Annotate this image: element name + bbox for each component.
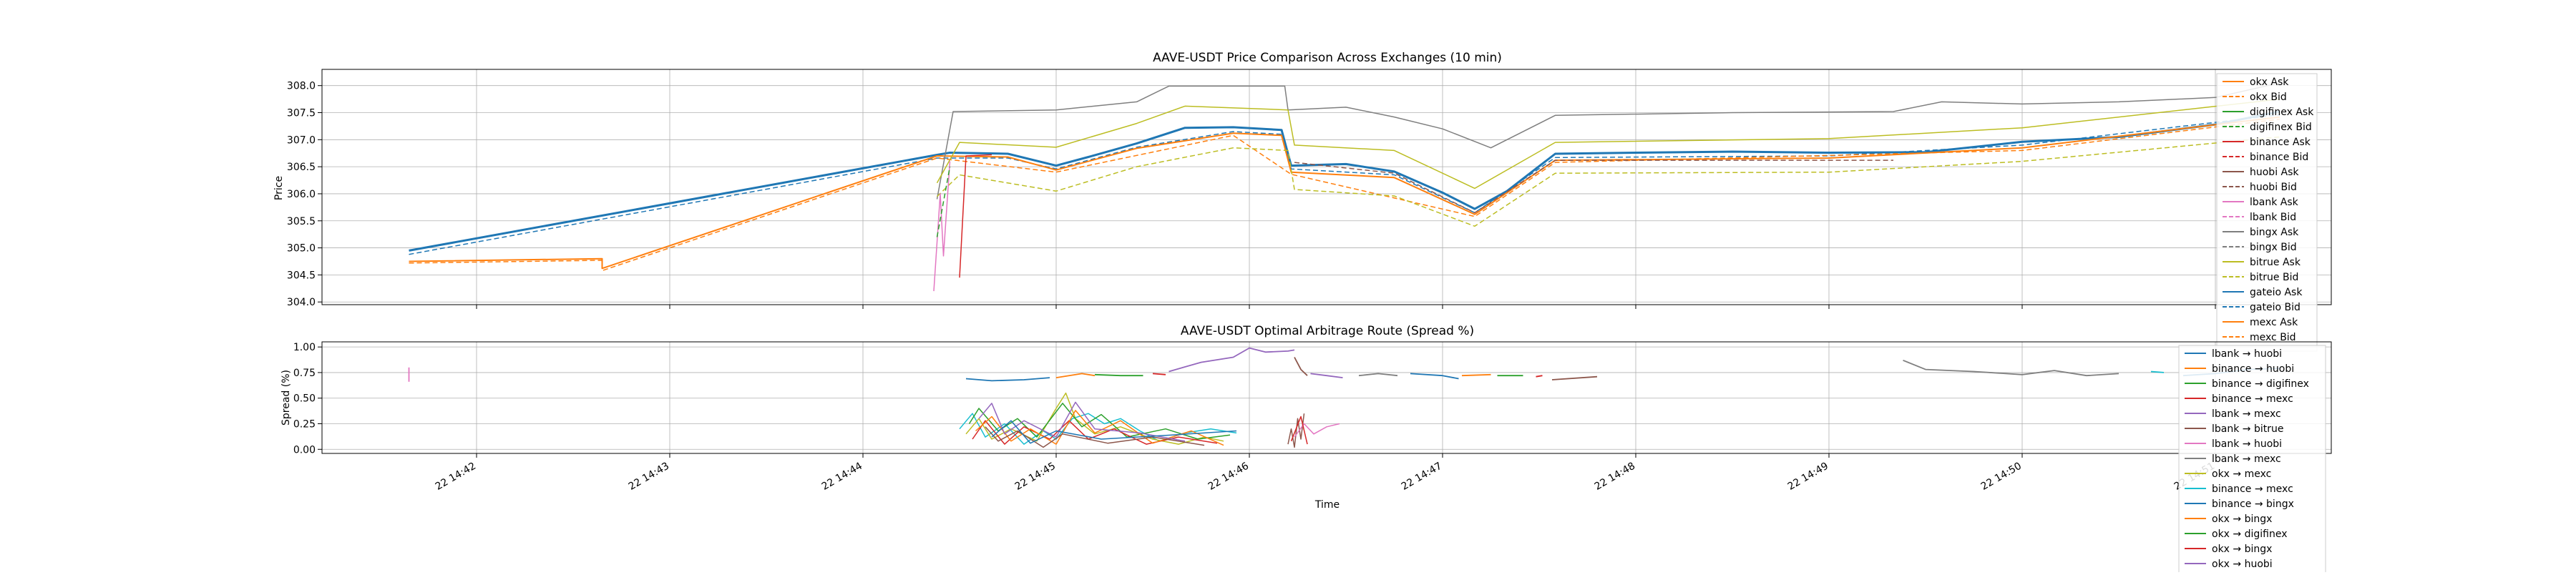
legend-entry: okx → huobi xyxy=(2212,559,2273,570)
legend-entry: okx Ask xyxy=(2250,77,2289,88)
series-line xyxy=(1551,375,1598,380)
price-x-ticks xyxy=(476,305,2216,309)
legend-entry: gateio Ask xyxy=(2250,287,2303,298)
legend-entry: okx → bingx xyxy=(2212,513,2272,525)
legend-entry: okx Bid xyxy=(2250,92,2287,103)
series-line xyxy=(409,110,2280,252)
legend-entry: lbank → huobi xyxy=(2212,438,2282,450)
y-tick-label: 307.5 xyxy=(287,108,316,119)
y-tick-label: 1.00 xyxy=(293,342,316,353)
price-plot-frame xyxy=(321,69,2332,305)
legend-entry: okx → digifinex xyxy=(2212,529,2288,540)
legend-entry: lbank → mexc xyxy=(2212,408,2281,420)
price-y-ticks: 304.0 304.5 305.0 305.5 306.0 306.5 307.0 307.5… xyxy=(287,81,322,308)
y-tick-label: 0.50 xyxy=(293,393,316,405)
series-line xyxy=(936,136,2280,227)
legend-entry: binance → digifinex xyxy=(2212,378,2309,390)
y-tick-label: 306.5 xyxy=(287,162,316,173)
price-legend: okx Ask okx Bid digifinex Ask digifinex Bid… xyxy=(2216,73,2318,352)
legend-entry: binance Bid xyxy=(2250,152,2308,163)
legend-entry: binance → huobi xyxy=(2212,363,2294,375)
legend-entry: huobi Bid xyxy=(2250,182,2297,193)
series-line xyxy=(1294,159,1893,214)
series-line xyxy=(1358,373,1398,377)
spread-y-axis-label: Spread (%) xyxy=(280,370,292,426)
spread-plot-frame xyxy=(321,341,2332,454)
price-y-axis-label: Price xyxy=(273,176,285,200)
series-line xyxy=(2150,370,2165,373)
legend-entry: digifinex Bid xyxy=(2250,122,2312,133)
series-line xyxy=(1152,373,1166,375)
series-line xyxy=(1310,373,1343,378)
legend-entry: binance → bingx xyxy=(2212,498,2294,510)
legend-entry: lbank Bid xyxy=(2250,212,2296,223)
legend-entry: okx → bingx xyxy=(2212,544,2272,555)
y-tick-label: 307.0 xyxy=(287,134,316,146)
y-tick-label: 304.0 xyxy=(287,297,316,308)
series-line xyxy=(965,377,1050,382)
legend-entry: okx → mexc xyxy=(2212,468,2271,480)
legend-entry: huobi Ask xyxy=(2250,167,2299,178)
legend-entry: binance → mexc xyxy=(2212,393,2293,405)
series-line xyxy=(1294,357,1308,376)
price-series-layer xyxy=(409,82,2280,292)
series-line xyxy=(936,98,2280,190)
price-chart-title: AAVE-USDT Price Comparison Across Exchan… xyxy=(1153,51,1502,65)
y-tick-label: 306.0 xyxy=(287,189,316,200)
spread-y-ticks: 0.00 0.25 0.50 0.75 1.00 xyxy=(293,342,322,456)
series-line xyxy=(978,401,1186,442)
legend-entry: bingx Bid xyxy=(2250,242,2297,253)
legend-entry: bitrue Bid xyxy=(2250,272,2298,283)
series-line xyxy=(985,426,1205,448)
series-line xyxy=(1290,416,1308,445)
spread-chart-title: AAVE-USDT Optimal Arbitrage Route (Sprea… xyxy=(1181,324,1474,338)
legend-entry: binance → mexc xyxy=(2212,483,2293,495)
legend-entry: bitrue Ask xyxy=(2250,257,2301,268)
legend-entry: digifinex Ask xyxy=(2250,107,2314,118)
y-tick-label: 0.75 xyxy=(293,368,316,379)
series-line xyxy=(1287,413,1305,448)
series-line xyxy=(991,420,1237,444)
series-line xyxy=(936,166,951,237)
spread-x-axis-label: Time xyxy=(1314,499,1340,511)
series-line xyxy=(936,82,2280,200)
y-tick-label: 305.5 xyxy=(287,216,316,227)
legend-entry: lbank Ask xyxy=(2250,197,2299,208)
y-tick-label: 0.00 xyxy=(293,444,316,456)
y-tick-label: 308.0 xyxy=(287,81,316,92)
price-grid xyxy=(322,69,2331,305)
spread-series-layer xyxy=(408,347,2280,448)
series-line xyxy=(1169,347,1295,373)
legend-entry: binance Ask xyxy=(2250,137,2311,148)
series-line xyxy=(1536,375,1543,378)
y-tick-label: 0.25 xyxy=(293,418,316,430)
legend-entry: bingx Ask xyxy=(2250,227,2299,238)
series-line xyxy=(959,154,992,278)
series-line xyxy=(1055,373,1096,378)
legend-entry: lbank → huobi xyxy=(2212,348,2282,360)
legend-entry: lbank → mexc xyxy=(2212,453,2281,465)
spread-legend: lbank → huobi binance → huobi binance → di… xyxy=(2178,345,2326,575)
y-tick-label: 304.5 xyxy=(287,270,316,281)
series-line xyxy=(933,161,951,292)
series-line xyxy=(1294,423,1340,438)
legend-entry: gateio Bid xyxy=(2250,302,2301,313)
series-line xyxy=(1410,373,1459,380)
legend-entry: mexc Ask xyxy=(2250,317,2298,328)
y-tick-label: 305.0 xyxy=(287,243,316,255)
series-line xyxy=(1903,359,2119,377)
legend-entry: mexc Bid xyxy=(2250,332,2296,343)
series-line xyxy=(409,118,2280,272)
price-chart: AAVE-USDT Price Comparison Across Exchan… xyxy=(273,51,2332,352)
legend-entry: lbank → bitrue xyxy=(2212,423,2283,435)
